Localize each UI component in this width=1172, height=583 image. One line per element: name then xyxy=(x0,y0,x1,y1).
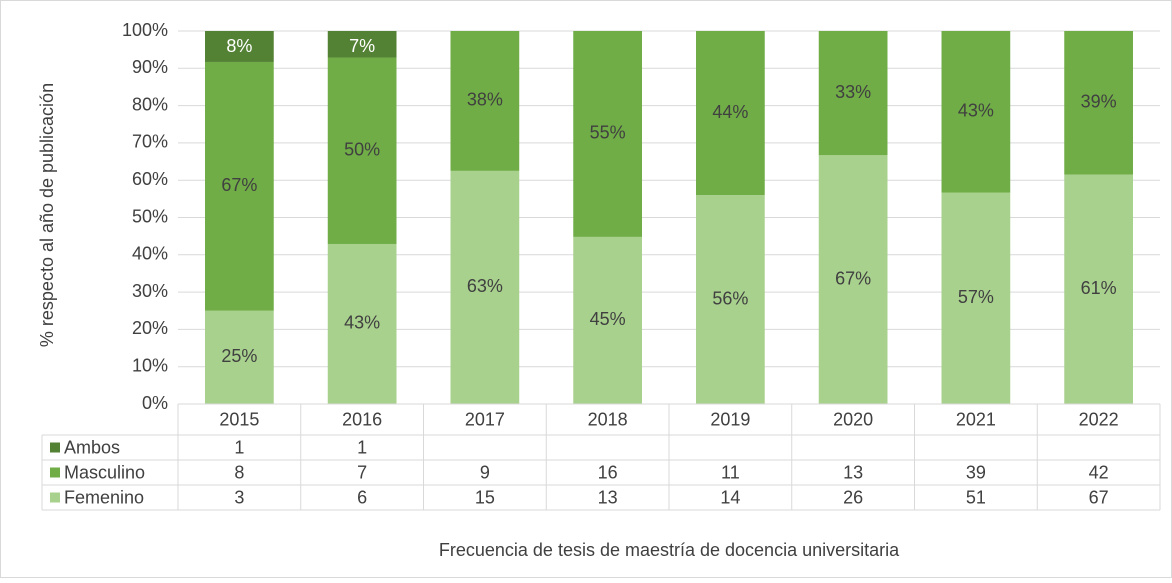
bar-segment xyxy=(696,195,765,404)
table-cell: 51 xyxy=(966,487,986,507)
y-tick-label: 0% xyxy=(142,393,168,413)
data-label: 57% xyxy=(958,287,994,307)
bar-segment xyxy=(205,31,274,62)
y-tick-label: 90% xyxy=(132,57,168,77)
x-tick-label: 2016 xyxy=(342,409,382,429)
y-tick-label: 70% xyxy=(132,132,168,152)
data-label: 8% xyxy=(226,36,252,56)
data-label: 38% xyxy=(467,90,503,110)
data-label: 55% xyxy=(590,123,626,143)
table-cell: 67 xyxy=(1089,487,1109,507)
data-label: 39% xyxy=(1081,92,1117,112)
x-tick-label: 2021 xyxy=(956,409,996,429)
table-cell: 6 xyxy=(357,487,367,507)
bar-segment xyxy=(573,236,642,404)
data-label: 67% xyxy=(835,268,871,288)
x-tick-label: 2020 xyxy=(833,409,873,429)
data-label: 43% xyxy=(958,101,994,121)
data-label: 44% xyxy=(712,102,748,122)
bar-segment xyxy=(205,61,274,311)
y-tick-label: 60% xyxy=(132,169,168,189)
y-tick-label: 20% xyxy=(132,318,168,338)
data-label: 33% xyxy=(835,82,871,102)
data-label: 56% xyxy=(712,288,748,308)
legend-swatch xyxy=(50,442,60,453)
bar-segment xyxy=(327,243,397,404)
table-cell: 42 xyxy=(1089,462,1109,482)
table-cell: 1 xyxy=(357,437,367,457)
bar-segment xyxy=(941,31,1011,193)
data-label: 7% xyxy=(349,36,375,56)
legend-swatch xyxy=(50,492,60,503)
y-tick-label: 100% xyxy=(122,20,168,40)
x-tick-label: 2018 xyxy=(588,409,628,429)
table-cell: 39 xyxy=(966,462,986,482)
legend-label: Ambos xyxy=(64,437,120,457)
bar-segment xyxy=(573,31,642,237)
data-label: 67% xyxy=(221,175,257,195)
data-label: 50% xyxy=(344,139,380,159)
table-cell: 14 xyxy=(720,487,740,507)
table-cell: 8 xyxy=(234,462,244,482)
x-tick-label: 2015 xyxy=(219,409,259,429)
x-tick-label: 2017 xyxy=(465,409,505,429)
bar-segment xyxy=(1064,31,1133,175)
y-tick-label: 30% xyxy=(132,281,168,301)
table-cell: 7 xyxy=(357,462,367,482)
legend-swatch xyxy=(50,467,60,478)
bar-segment xyxy=(941,192,1011,404)
bar-segment xyxy=(1064,174,1133,404)
bar-segment xyxy=(696,31,765,196)
bar-segment xyxy=(450,170,520,404)
table-cell: 9 xyxy=(480,462,490,482)
bar-segment xyxy=(818,155,888,404)
x-tick-label: 2022 xyxy=(1079,409,1119,429)
table-cell: 3 xyxy=(234,487,244,507)
legend-label: Femenino xyxy=(64,487,144,507)
data-label: 43% xyxy=(344,313,380,333)
bar-segment xyxy=(818,31,888,156)
data-label: 63% xyxy=(467,276,503,296)
table-cell: 13 xyxy=(598,487,618,507)
data-label: 45% xyxy=(590,309,626,329)
y-tick-label: 40% xyxy=(132,244,168,264)
legend-label: Masculino xyxy=(64,462,145,482)
bar-segment xyxy=(327,57,397,244)
data-label: 61% xyxy=(1081,278,1117,298)
y-axis-label: % respecto al año de publicación xyxy=(37,83,57,347)
table-cell: 1 xyxy=(234,437,244,457)
y-tick-label: 10% xyxy=(132,355,168,375)
x-tick-label: 2019 xyxy=(710,409,750,429)
y-tick-label: 50% xyxy=(132,206,168,226)
bar-segment xyxy=(327,31,397,58)
table-cell: 11 xyxy=(721,462,740,482)
y-tick-label: 80% xyxy=(132,94,168,114)
table-cell: 26 xyxy=(843,487,863,507)
table-cell: 16 xyxy=(598,462,618,482)
bar-segment xyxy=(450,31,520,171)
table-cell: 13 xyxy=(843,462,863,482)
table-cell: 15 xyxy=(475,487,495,507)
x-axis-label: Frecuencia de tesis de maestría de docen… xyxy=(439,540,900,560)
bar-segment xyxy=(205,310,274,404)
data-label: 25% xyxy=(221,346,257,366)
